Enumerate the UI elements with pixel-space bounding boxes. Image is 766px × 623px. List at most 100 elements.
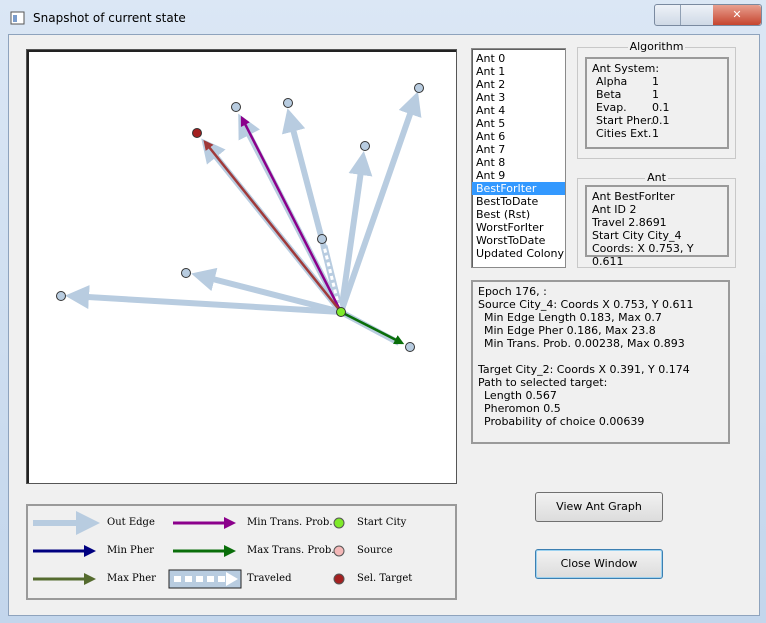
algorithm-group: Algorithm Ant System: Alpha 1 Beta 1 Evap. 0.… [577,40,736,159]
legend-symbol [333,545,345,557]
list-item[interactable]: Ant 1 [476,65,506,78]
close-button[interactable]: ✕ [713,5,761,25]
city-nodes [56,83,424,352]
city [414,83,424,93]
path-details: Length 0.567 Pheromon 0.5 Probability of c… [478,389,723,428]
list-item[interactable]: Ant 9 [476,169,506,182]
info-line: Path to selected target: [478,376,608,389]
param-row: Start Pher. 0.1 [592,114,722,127]
param-row: Beta 1 [592,88,722,101]
legend-label: Out Edge [107,517,155,528]
traveled-edge-dash [322,245,341,308]
ant-line: Ant ID 2 [592,203,637,216]
city [360,141,370,151]
algorithm-header: Ant System: [592,62,660,75]
list-item[interactable]: WorstForIter [476,221,544,234]
info-line: Probability of choice 0.00639 [484,415,645,428]
list-item[interactable]: Ant 6 [476,130,506,143]
param-label: Beta [596,88,622,101]
legend-label: Traveled [247,573,292,584]
info-line: Epoch 176, : [478,285,547,298]
view-ant-graph-button[interactable]: View Ant Graph [535,492,663,522]
start-city [336,307,346,317]
list-item[interactable]: BestToDate [476,195,539,208]
algorithm-panel: Ant System: Alpha 1 Beta 1 Evap. 0.1 Start Phe… [585,57,729,149]
list-item[interactable]: Ant 8 [476,156,506,169]
legend-label: Max Trans. Prob. [247,545,335,556]
param-row: Evap. 0.1 [592,101,722,114]
param-value: 1 [652,127,659,140]
close-window-button[interactable]: Close Window [535,549,663,579]
window-title: Snapshot of current state [33,11,186,25]
legend-label: Start City [357,517,407,528]
legend-symbol [168,569,242,589]
ant-panel: Ant BestForIter Ant ID 2 Travel 2.8691 Star… [585,185,729,268]
param-row: Cities Ext. 1 [592,127,722,140]
legend-label: Max Pher [107,573,156,584]
maximize-button[interactable] [681,5,706,25]
param-value: 1 [652,75,659,88]
window-icon [10,11,25,25]
ant-list: Ant 0 Ant 1 Ant 2 Ant 3 Ant 4 Ant 5 Ant 6 Ant 7… [471,48,566,268]
legend-symbol [333,517,345,529]
city [231,102,241,112]
legend-symbols [33,511,345,589]
legend-label: Source [357,545,393,556]
info-panel: Epoch 176, : Source City_4: Coords X 0.7… [471,280,730,444]
legend-label: Sel. Target [357,573,413,584]
legend-label: Min Trans. Prob. [247,517,333,528]
ant-list-items: Ant 0 Ant 1 Ant 2 Ant 3 Ant 4 Ant 5 Ant 6 Ant 7… [472,49,565,260]
param-label: Cities Ext. [596,127,652,140]
list-item[interactable]: WorstToDate [476,234,546,247]
group-title: Ant [645,171,668,184]
source-details: Min Edge Length 0.183, Max 0.7 Min Edge P… [478,311,723,350]
min-trans-prob-edge [240,115,343,313]
list-item[interactable]: Ant 2 [476,78,506,91]
group-title: Algorithm [627,40,686,53]
city [181,268,191,278]
info-line: Min Edge Pher 0.186, Max 23.8 [484,324,656,337]
param-list: Alpha 1 Beta 1 Evap. 0.1 Start Pher. 0.1 Cities … [592,75,722,140]
param-label: Alpha [596,75,628,88]
legend-symbol [226,572,238,586]
graph-canvas [26,49,457,484]
list-item[interactable]: Ant 7 [476,143,506,156]
param-value: 0.1 [652,114,670,127]
minimize-button[interactable] [655,5,681,25]
list-item[interactable]: Updated Colony [476,247,564,260]
info-line: Pheromon 0.5 [484,402,561,415]
out-edge [338,91,422,313]
info-line: Min Edge Length 0.183, Max 0.7 [484,311,662,324]
list-item[interactable]: Best (Rst) [476,208,531,221]
param-value: 0.1 [652,101,670,114]
selected-target [192,128,202,138]
legend-symbol [333,573,345,585]
param-row: Alpha 1 [592,75,722,88]
info-line: Target City_2: Coords X 0.391, Y 0.174 [478,363,690,376]
city [317,234,327,244]
list-item[interactable]: Ant 4 [476,104,506,117]
info-line: Source City_4: Coords X 0.753, Y 0.611 [478,298,694,311]
ant-group: Ant Ant BestForIter Ant ID 2 Travel 2.8691… [577,171,736,268]
list-item[interactable]: Ant 0 [476,52,506,65]
out-edge [338,151,373,313]
out-edge [65,285,342,315]
legend-label: Min Pher [107,545,154,556]
info-line: Min Trans. Prob. 0.00238, Max 0.893 [484,337,685,350]
city [405,342,415,352]
param-label: Start Pher. [596,114,654,127]
ant-line: Ant BestForIter [592,190,675,203]
ant-line: Travel 2.8691 [592,216,667,229]
legend: Out Edge Min Trans. Prob. Start City Min Ph… [26,504,457,600]
edges [56,83,424,352]
list-item[interactable]: Ant 3 [476,91,506,104]
list-item[interactable]: BestForIter [472,182,565,195]
out-edge [191,267,342,315]
city [56,291,66,301]
list-item[interactable]: Ant 5 [476,117,506,130]
window-controls: ✕ [654,4,762,26]
max-trans-prob-edge [340,310,405,345]
info-line: Length 0.567 [484,389,557,402]
ant-line: Start City City_4 [592,229,682,242]
